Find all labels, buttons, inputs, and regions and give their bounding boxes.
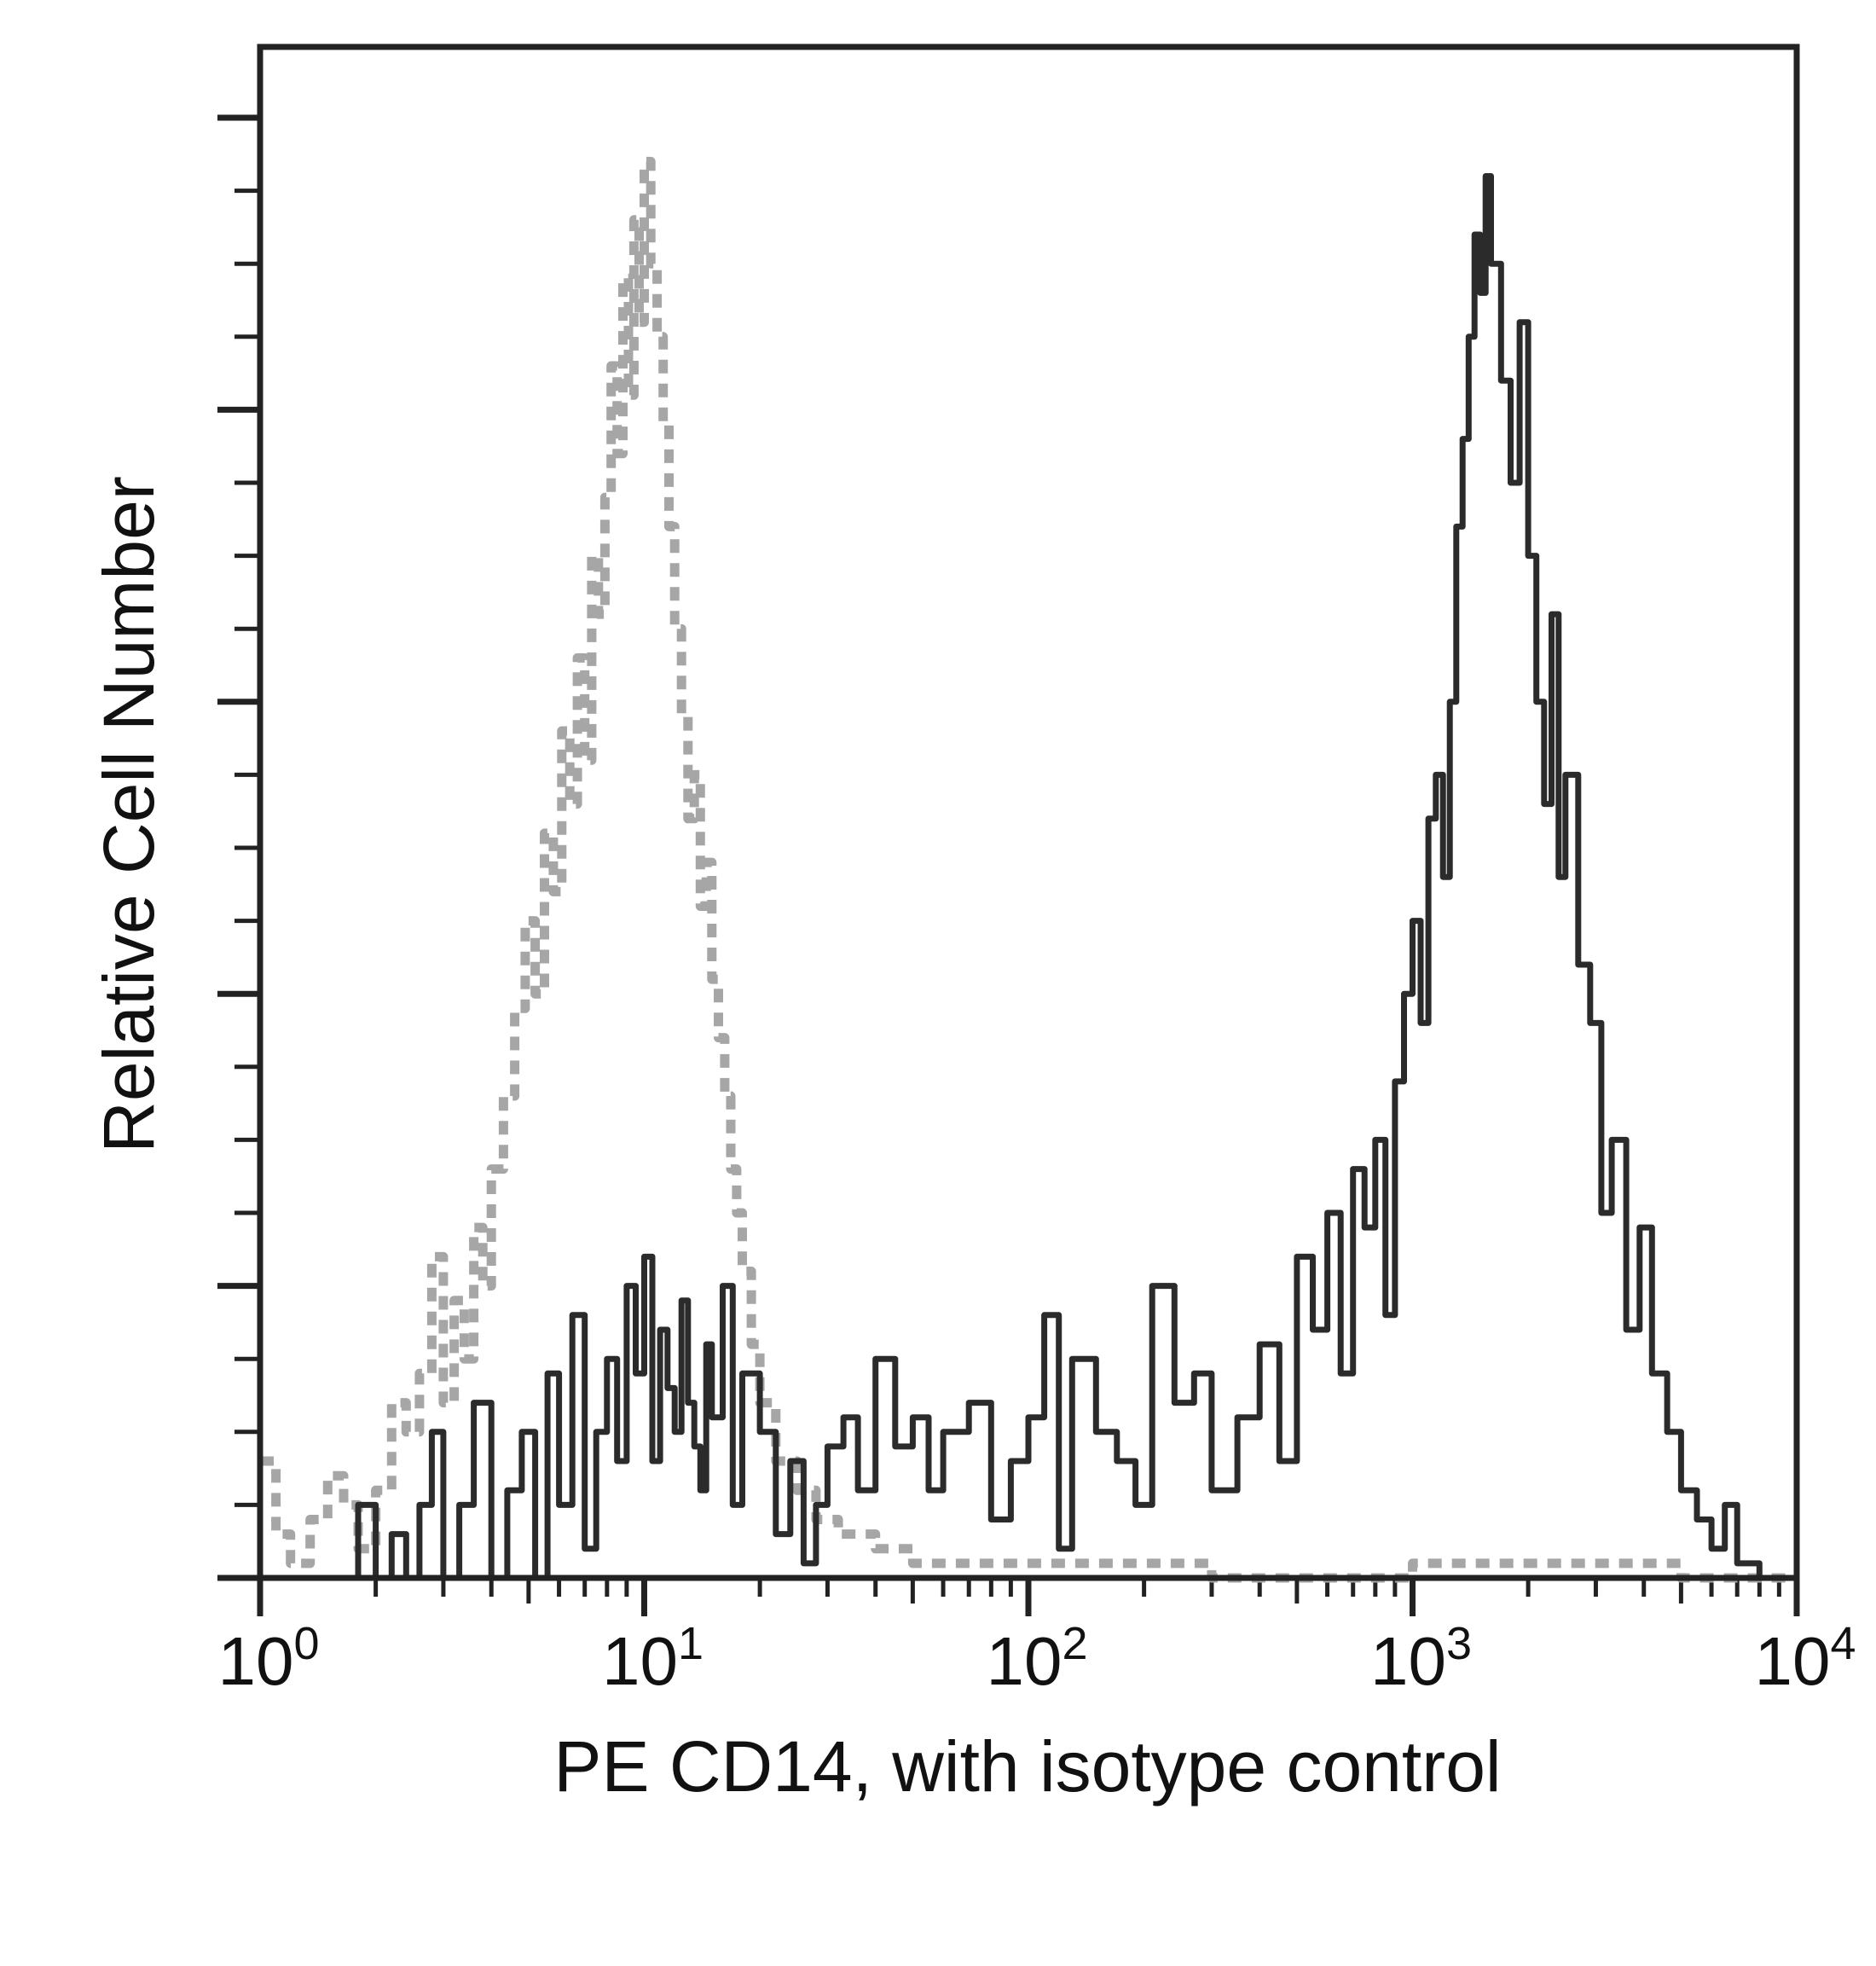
series-layer bbox=[260, 156, 1797, 1583]
x-axis-label: PE CD14, with isotype control bbox=[553, 1726, 1501, 1807]
y-major-ticks bbox=[217, 114, 260, 1581]
y-axis-label: Relative Cell Number bbox=[89, 476, 169, 1153]
x-tick-labels: 100 101 102 103 104 bbox=[217, 1618, 1856, 1699]
x-tick-label: 101 bbox=[602, 1618, 704, 1699]
x-tick-label: 100 bbox=[217, 1618, 319, 1699]
x-major-ticks bbox=[257, 1578, 1800, 1616]
x-tick-label: 103 bbox=[1370, 1618, 1472, 1699]
x-tick-label: 102 bbox=[986, 1618, 1087, 1699]
x-tick-label: 104 bbox=[1754, 1618, 1856, 1699]
y-minor-ticks bbox=[234, 188, 260, 1507]
x-minor-ticks bbox=[373, 1578, 1781, 1604]
pe-cd14-series bbox=[260, 173, 1797, 1581]
